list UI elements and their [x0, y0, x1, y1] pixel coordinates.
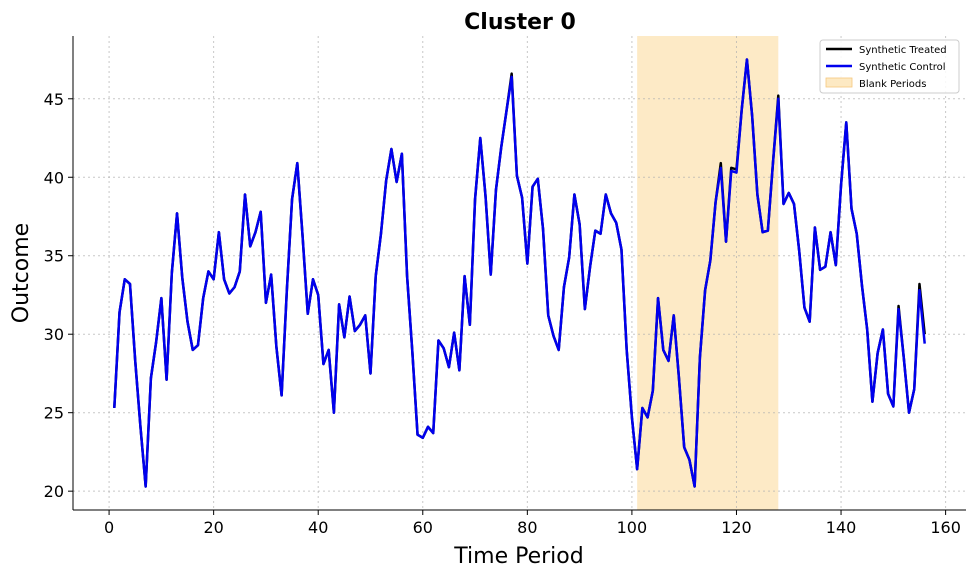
series-line-synthetic-control [113, 58, 926, 488]
y-tick-label: 45 [44, 90, 64, 109]
y-tick-label: 40 [44, 168, 64, 187]
y-tick-label: 30 [44, 325, 64, 344]
legend: Synthetic Treated Synthetic Control Blan… [819, 39, 960, 94]
grid [73, 36, 966, 510]
x-tick-label: 120 [721, 518, 752, 537]
x-tick-label: 80 [517, 518, 537, 537]
y-axis-label: Outcome [9, 223, 34, 323]
y-tick-label: 20 [44, 482, 64, 501]
legend-label-blank-periods: Blank Periods [859, 79, 926, 90]
x-tick-label: 40 [308, 518, 328, 537]
legend-swatch-blank-periods [825, 77, 853, 88]
x-tick-label: 160 [930, 518, 961, 537]
x-tick-label: 100 [617, 518, 648, 537]
x-tick-label: 140 [826, 518, 857, 537]
x-tick-label: 20 [203, 518, 223, 537]
legend-box [819, 39, 960, 94]
y-axis-ticks: 20 25 30 35 40 45 [44, 90, 73, 501]
legend-label-synthetic-control: Synthetic Control [859, 62, 946, 73]
x-tick-label: 0 [104, 518, 114, 537]
x-axis-ticks: 0 20 40 60 80 100 120 140 160 [104, 510, 961, 537]
y-tick-label: 25 [44, 404, 64, 423]
x-tick-label: 60 [413, 518, 433, 537]
legend-label-synthetic-treated: Synthetic Treated [859, 45, 947, 56]
chart-title: Cluster 0 [464, 10, 576, 35]
series-lines [113, 58, 926, 488]
x-axis-label: Time Period [453, 544, 583, 569]
y-tick-label: 35 [44, 247, 64, 266]
